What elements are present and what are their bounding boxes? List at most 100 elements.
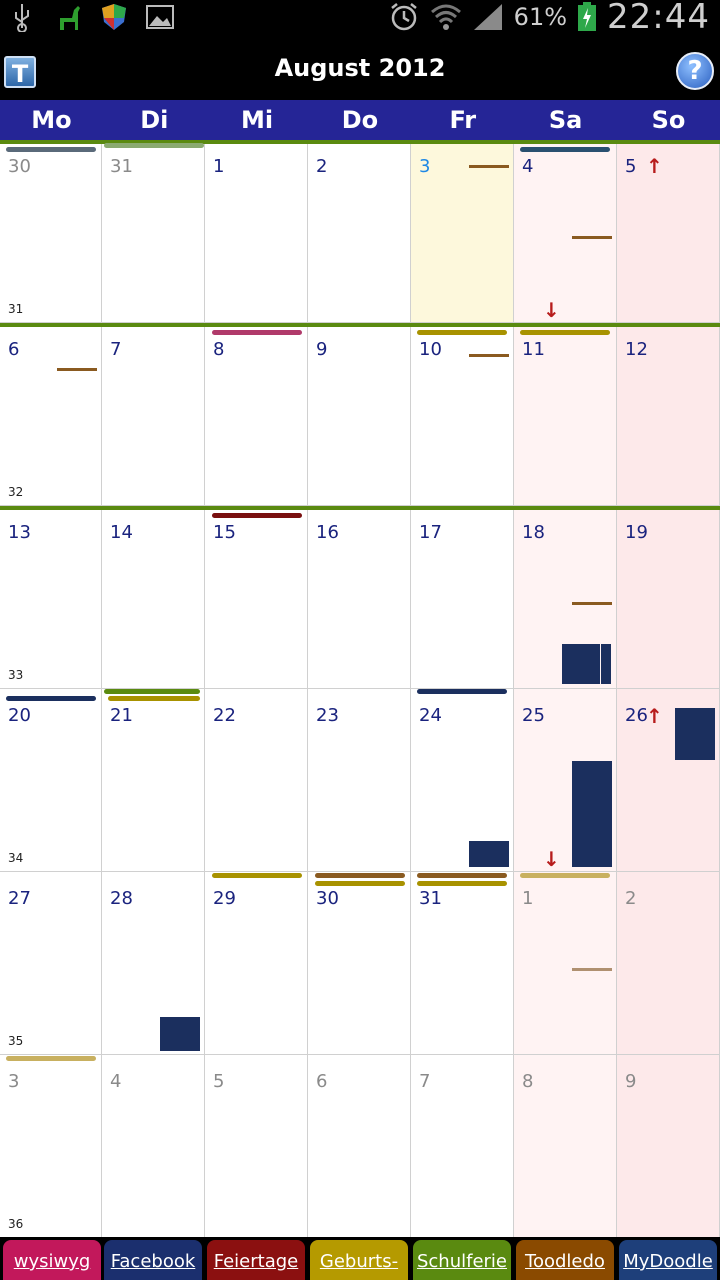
event-tick [57, 368, 97, 371]
event-bar[interactable] [417, 873, 507, 878]
day-number: 22 [213, 705, 236, 726]
day-number: 28 [110, 888, 133, 909]
event-block[interactable] [601, 644, 611, 684]
weekday-header: Mo Di Mi Do Fr Sa So [0, 100, 720, 140]
day-cell[interactable]: 7 [102, 323, 205, 506]
day-cell[interactable]: 31 [411, 872, 514, 1055]
event-block[interactable] [675, 708, 715, 760]
event-block[interactable] [469, 841, 509, 867]
calendar-tab[interactable]: Geburts- [310, 1240, 408, 1280]
event-block[interactable] [562, 644, 600, 684]
week-number: 35 [8, 1034, 24, 1048]
usb-icon [15, 4, 29, 32]
day-cell[interactable]: 31 [102, 140, 205, 323]
today-button[interactable]: T [4, 56, 36, 88]
day-cell[interactable]: 22 [205, 689, 308, 872]
day-cell[interactable]: 6 32 [0, 323, 102, 506]
day-cell[interactable]: 30 [308, 872, 411, 1055]
event-bar[interactable] [104, 689, 200, 694]
day-cell[interactable]: 27 35 [0, 872, 102, 1055]
day-number: 6 [8, 339, 20, 360]
event-tick [572, 236, 612, 239]
day-number: 8 [522, 1071, 534, 1092]
event-bar[interactable] [6, 1056, 96, 1061]
event-bar[interactable] [417, 881, 507, 886]
day-cell[interactable]: 1 [514, 872, 617, 1055]
event-bar[interactable] [520, 147, 610, 152]
day-number: 13 [8, 522, 31, 543]
day-cell[interactable]: 5 [617, 140, 720, 323]
week-number: 33 [8, 668, 24, 682]
day-cell[interactable]: 6 [308, 1055, 411, 1238]
event-bar[interactable] [212, 330, 302, 335]
event-bar[interactable] [417, 330, 507, 335]
day-cell[interactable]: 3 36 [0, 1055, 102, 1238]
weekday-label: Do [341, 106, 379, 134]
day-number: 16 [316, 522, 339, 543]
day-cell[interactable]: 8 [514, 1055, 617, 1238]
calendar-tab[interactable]: Facebook [104, 1240, 202, 1280]
event-bar[interactable] [212, 513, 302, 518]
calendar-tab[interactable]: MyDoodle [619, 1240, 717, 1280]
event-bar[interactable] [6, 147, 96, 152]
day-cell[interactable]: 17 [411, 506, 514, 689]
event-bar[interactable] [6, 696, 96, 701]
calendar-tabs: wysiwyg Facebook Feiertage Geburts- Schulfer… [0, 1237, 720, 1280]
day-cell[interactable]: 1 [205, 140, 308, 323]
week-row: 20 34 21 22 23 24 25 26 [0, 689, 720, 872]
arrow-down-icon: ↓ [543, 298, 560, 322]
day-cell[interactable]: 15 [205, 506, 308, 689]
day-cell[interactable]: 14 [102, 506, 205, 689]
day-cell[interactable]: 23 [308, 689, 411, 872]
week-number: 32 [8, 485, 24, 499]
week-row: 13 33 14 15 16 17 18 19 [0, 506, 720, 689]
calendar-tab[interactable]: Schulferie [413, 1240, 511, 1280]
calendar-tab[interactable]: Toodledo [516, 1240, 614, 1280]
weekday-label: Di [140, 106, 169, 134]
day-cell[interactable]: 19 [617, 506, 720, 689]
day-number: 18 [522, 522, 545, 543]
day-cell[interactable]: 3 [411, 140, 514, 323]
week-row: 30 31 31 1 2 3 4 5 [0, 140, 720, 323]
status-clock: 22:44 [607, 0, 710, 37]
calendar-tab[interactable]: Feiertage [207, 1240, 305, 1280]
day-cell[interactable]: 4 [514, 140, 617, 323]
event-bar[interactable] [315, 873, 405, 878]
event-bar[interactable] [212, 873, 302, 878]
day-cell[interactable]: 2 [308, 140, 411, 323]
day-cell[interactable]: 12 [617, 323, 720, 506]
day-cell[interactable]: 21 [102, 689, 205, 872]
event-bar[interactable] [104, 143, 204, 148]
day-cell[interactable]: 13 33 [0, 506, 102, 689]
day-cell[interactable]: 30 31 [0, 140, 102, 323]
day-cell[interactable]: 4 [102, 1055, 205, 1238]
day-cell[interactable]: 20 34 [0, 689, 102, 872]
day-cell[interactable]: 11 [514, 323, 617, 506]
day-cell[interactable]: 8 [205, 323, 308, 506]
day-cell[interactable]: 29 [205, 872, 308, 1055]
event-bar[interactable] [315, 881, 405, 886]
alarm-icon [390, 3, 417, 31]
event-bar[interactable] [520, 873, 610, 878]
day-cell[interactable]: 9 [617, 1055, 720, 1238]
day-cell[interactable]: 5 [205, 1055, 308, 1238]
day-cell[interactable]: 16 [308, 506, 411, 689]
day-number: 11 [522, 339, 545, 360]
day-number: 9 [316, 339, 328, 360]
day-cell[interactable]: 9 [308, 323, 411, 506]
calendar-tab[interactable]: wysiwyg [3, 1240, 101, 1280]
day-number: 8 [213, 339, 225, 360]
event-block[interactable] [572, 761, 612, 867]
event-bar[interactable] [108, 696, 200, 701]
day-cell[interactable]: 2 [617, 872, 720, 1055]
day-cell[interactable]: 28 [102, 872, 205, 1055]
day-cell[interactable]: 10 [411, 323, 514, 506]
event-block[interactable] [160, 1017, 200, 1051]
event-bar[interactable] [417, 689, 507, 694]
day-number: 6 [316, 1071, 328, 1092]
day-cell[interactable]: 24 [411, 689, 514, 872]
event-bar[interactable] [520, 330, 610, 335]
day-number: 10 [419, 339, 442, 360]
help-button[interactable]: ? [676, 52, 714, 90]
day-cell[interactable]: 7 [411, 1055, 514, 1238]
